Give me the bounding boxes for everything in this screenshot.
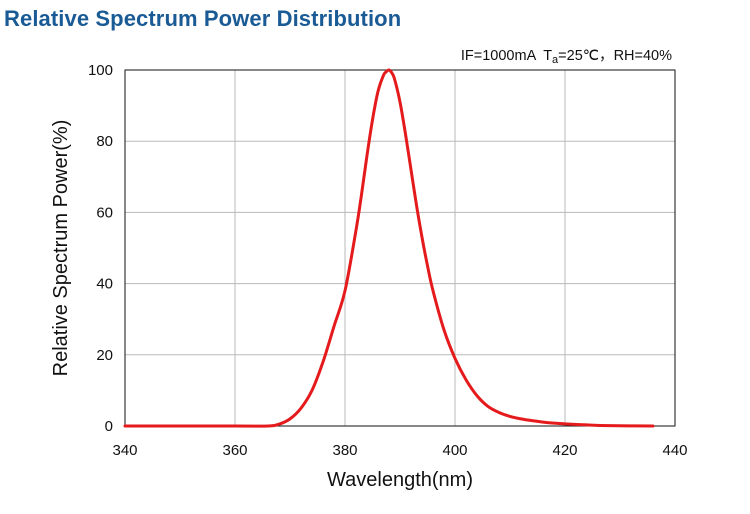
condition-temp-value: =25℃， <box>558 48 613 64</box>
y-tick-label: 100 <box>88 62 113 79</box>
x-tick-label: 400 <box>442 442 467 459</box>
y-tick-label: 60 <box>96 204 113 221</box>
x-axis-label: Wavelength(nm) <box>327 469 473 491</box>
plot-frame <box>124 69 676 427</box>
y-tick-label: 80 <box>96 133 113 150</box>
x-tick-label: 440 <box>662 442 687 459</box>
x-tick-label: 360 <box>222 442 247 459</box>
y-axis-label: Relative Spectrum Power(%) <box>50 120 72 377</box>
condition-current: IF=1000mA <box>461 48 537 64</box>
condition-temp-symbol: T <box>543 48 552 64</box>
grid <box>125 70 675 426</box>
condition-temp-subscript: a <box>552 54 559 66</box>
y-tick-label: 40 <box>96 276 113 293</box>
y-tick-labels: 0 20 40 60 80 100 <box>88 62 113 435</box>
chart-title: Relative Spectrum Power Distribution <box>4 6 402 31</box>
x-tick-label: 380 <box>332 442 357 459</box>
y-tick-label: 20 <box>96 347 113 364</box>
conditions-text: IF=1000mA Ta=25℃，RH=40% <box>461 48 672 66</box>
x-tick-label: 420 <box>552 442 577 459</box>
y-tick-label: 0 <box>105 418 113 435</box>
condition-humidity: RH=40% <box>614 48 673 64</box>
spectrum-curve <box>123 68 655 428</box>
x-tick-label: 340 <box>112 442 137 459</box>
x-tick-labels: 340 360 380 400 420 440 <box>112 442 687 459</box>
